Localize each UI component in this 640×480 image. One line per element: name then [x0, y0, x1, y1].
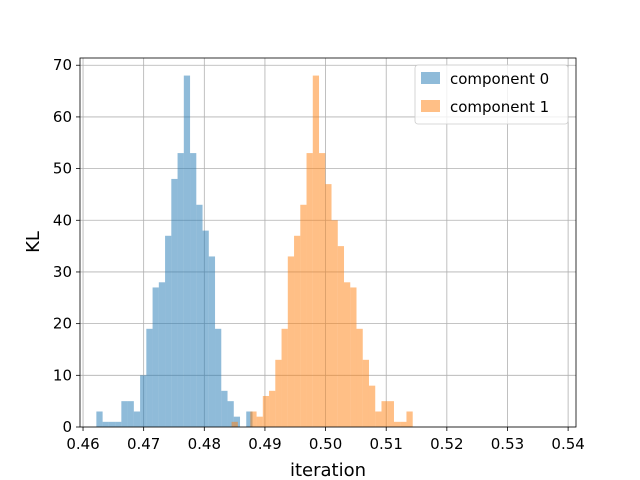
histogram-bar	[406, 411, 413, 427]
histogram-bar	[102, 421, 109, 427]
histogram-bar	[183, 75, 191, 428]
series-1	[231, 75, 413, 428]
histogram-bar	[306, 153, 313, 427]
histogram-bar	[337, 246, 345, 427]
histogram-bar	[231, 421, 238, 427]
y-tick-label: 40	[53, 211, 72, 229]
x-tick-label: 0.49	[248, 435, 281, 453]
histogram-bar	[250, 411, 257, 427]
histogram-bar	[158, 282, 166, 427]
histogram-bar	[196, 204, 203, 427]
histogram-bar	[165, 235, 172, 427]
histogram-bar	[356, 328, 363, 427]
legend-swatch-component-1	[421, 100, 440, 112]
x-tick-label: 0.46	[66, 435, 99, 453]
y-axis-ticks: 0 10 20 30 40 50 60 70	[53, 56, 80, 436]
x-tick-label: 0.51	[370, 435, 403, 453]
histogram-bar	[246, 411, 253, 427]
histogram-bar	[227, 401, 234, 427]
histogram-bar	[287, 256, 295, 427]
histogram-bar	[127, 401, 134, 427]
y-tick-label: 10	[53, 366, 72, 384]
histogram-bar	[140, 375, 147, 427]
x-tick-label: 0.54	[551, 435, 584, 453]
histogram-bar	[146, 328, 153, 427]
histogram-bar	[177, 153, 184, 427]
histogram-bar	[171, 178, 178, 427]
histogram-bar	[368, 385, 376, 427]
histogram-bar	[133, 411, 141, 427]
histogram-bar	[312, 75, 320, 428]
histogram-bar	[393, 421, 401, 427]
histogram-bar	[96, 411, 103, 427]
x-tick-label: 0.48	[188, 435, 221, 453]
histogram-bar	[108, 421, 116, 427]
y-axis-label: KL	[23, 231, 44, 253]
x-tick-label: 0.53	[491, 435, 524, 453]
histogram-bar	[269, 390, 276, 427]
x-tick-label: 0.50	[309, 435, 342, 453]
legend-frame	[414, 64, 569, 125]
y-tick-label: 0	[62, 418, 72, 436]
histogram-bar	[281, 328, 288, 427]
histogram-bar	[387, 401, 394, 427]
x-tick-label: 0.52	[430, 435, 463, 453]
x-tick-label: 0.47	[127, 435, 160, 453]
histogram-bar	[115, 421, 122, 427]
histogram-bar	[300, 204, 307, 427]
histogram-bar	[400, 421, 407, 427]
x-axis-ticks: 0.46 0.47 0.48 0.49 0.50 0.51 0.52 0.53 0.54	[66, 427, 585, 453]
histogram-bar	[190, 153, 197, 427]
plot-frame	[79, 57, 577, 428]
histogram-bar	[256, 416, 263, 427]
y-tick-label: 70	[53, 56, 72, 74]
histogram-bar	[344, 282, 351, 427]
histogram-bar	[294, 235, 301, 427]
histogram-bar	[262, 395, 270, 427]
y-tick-label: 20	[53, 315, 72, 333]
histogram-bar	[221, 390, 228, 427]
legend-label-component-1: component 1	[450, 98, 549, 116]
legend-swatch-component-0	[421, 72, 440, 84]
histogram-bar	[350, 287, 357, 427]
histogram-bar	[325, 184, 332, 427]
histogram-bar	[152, 287, 159, 427]
histogram-bar	[275, 359, 282, 427]
y-tick-label: 60	[53, 108, 72, 126]
histogram-bar	[121, 401, 128, 427]
y-tick-label: 50	[53, 160, 72, 178]
histogram-bar	[362, 359, 369, 427]
histogram-bar	[375, 411, 382, 427]
legend-label-component-0: component 0	[450, 70, 549, 88]
histogram-bar	[331, 220, 338, 427]
histogram-bar	[202, 230, 209, 427]
histogram-bar	[215, 328, 222, 427]
histogram-bar	[319, 153, 326, 427]
histogram-bars	[96, 75, 413, 428]
histogram-bar	[381, 401, 388, 427]
histogram-bar	[208, 256, 216, 427]
series-0	[96, 75, 253, 428]
legend: component 0 component 1	[414, 64, 569, 125]
x-axis-label: iteration	[290, 460, 366, 480]
y-tick-label: 30	[53, 263, 72, 281]
